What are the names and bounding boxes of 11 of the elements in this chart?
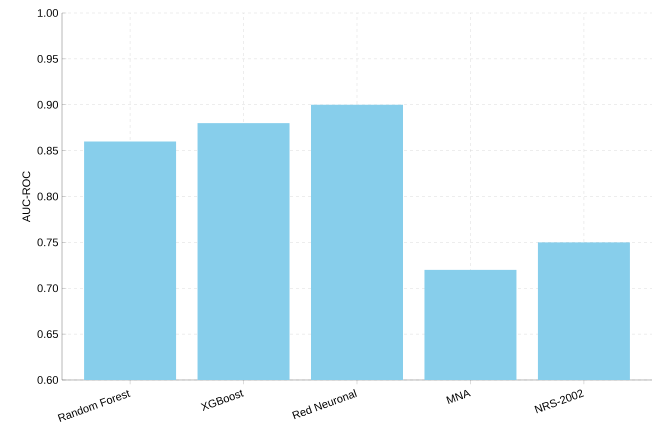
y-tick-label: 0.75 — [37, 238, 58, 246]
y-tick-label: 0.90 — [37, 100, 58, 109]
y-tick-label: 0.70 — [37, 284, 58, 292]
y-tick-label: 0.95 — [37, 54, 58, 63]
y-tick-label: 0.80 — [37, 192, 58, 200]
y-tick-label: 0.60 — [37, 376, 58, 384]
y-tick-label: 0.85 — [37, 146, 58, 155]
y-tick-label: 0.65 — [37, 330, 58, 338]
y-tick-label: 1.00 — [38, 9, 58, 17]
x-tick-label: MNA — [446, 390, 471, 404]
y-axis-title: AUC-ROC — [22, 171, 30, 222]
